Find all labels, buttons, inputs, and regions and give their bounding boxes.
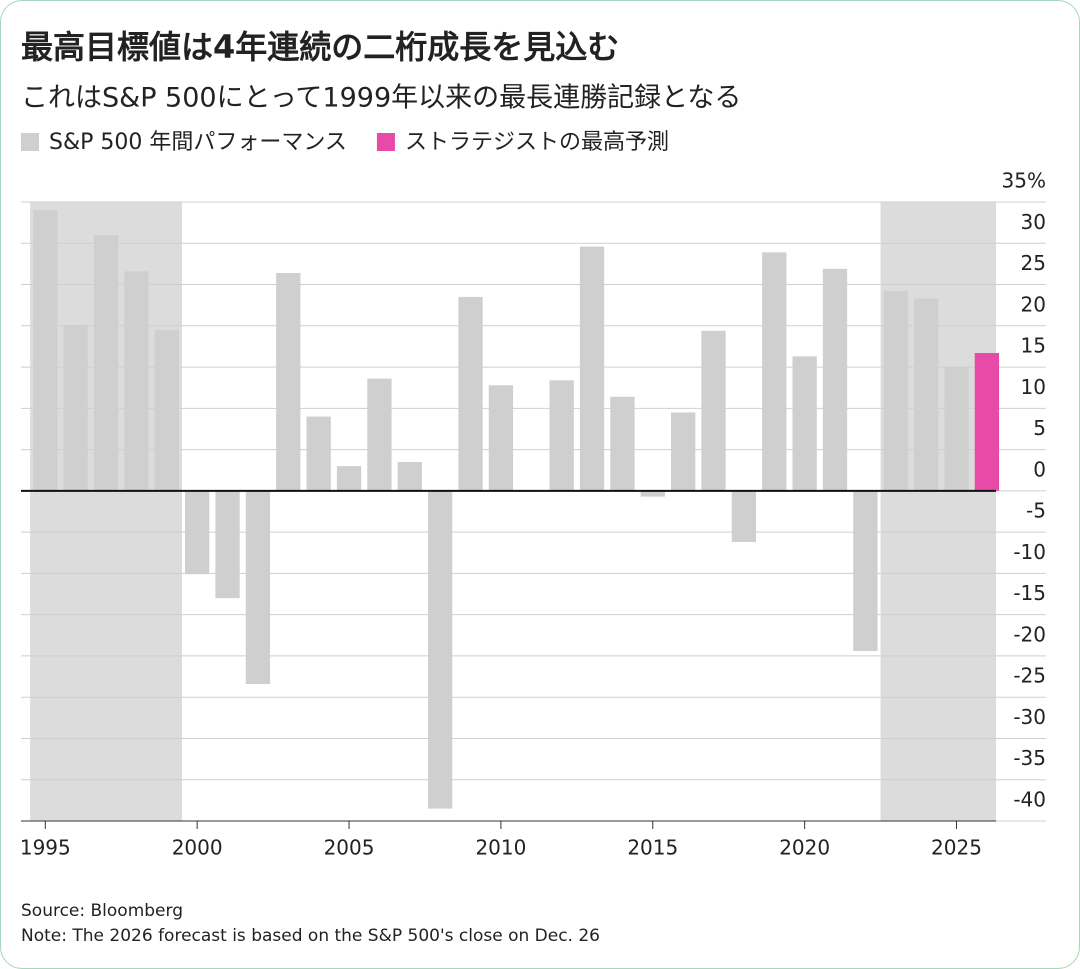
bar xyxy=(671,412,696,491)
legend-swatch xyxy=(21,133,39,151)
y-tick-label: -20 xyxy=(1013,622,1046,646)
bar xyxy=(944,367,969,491)
bar xyxy=(792,356,817,491)
bar xyxy=(701,330,726,491)
bar xyxy=(428,490,453,809)
bar xyxy=(397,461,422,491)
y-tick-label: 25 xyxy=(1021,251,1046,275)
bar xyxy=(579,246,605,491)
bar xyxy=(336,466,362,491)
y-tick-label: 20 xyxy=(1021,292,1046,316)
bar xyxy=(822,268,848,491)
bar xyxy=(762,252,787,491)
source: Source: Bloomberg xyxy=(21,901,183,921)
note: Note: The 2026 forecast is based on the … xyxy=(21,926,600,946)
bar xyxy=(33,210,58,491)
legend-swatch xyxy=(376,133,395,151)
bar xyxy=(367,378,392,491)
chart-subtitle: これはS&P 500にとって1999年以来の最長連勝記録となる xyxy=(21,83,741,114)
bar xyxy=(276,272,301,491)
chart-title: 最高目標値は4年連続の二桁成長を見込む xyxy=(21,28,619,66)
y-tick-label: -30 xyxy=(1013,705,1046,729)
y-tick-label: -15 xyxy=(1013,581,1046,605)
bar xyxy=(640,490,665,497)
y-tick-label: 10 xyxy=(1021,375,1046,399)
bar xyxy=(124,271,149,491)
bar xyxy=(883,291,908,491)
bar xyxy=(731,490,757,543)
y-tick-label: 35% xyxy=(1002,169,1046,193)
bar xyxy=(458,296,483,491)
bar xyxy=(185,490,210,575)
x-tick-label: 2005 xyxy=(324,836,375,860)
bar xyxy=(853,490,878,651)
bar xyxy=(93,235,119,491)
y-tick-label: -10 xyxy=(1013,540,1046,564)
bar xyxy=(549,380,574,491)
bar xyxy=(306,416,331,491)
y-tick-label: 30 xyxy=(1021,210,1046,234)
x-tick-label: 2010 xyxy=(475,836,526,860)
bar xyxy=(245,490,271,684)
bar xyxy=(974,353,1000,491)
y-tick-label: -5 xyxy=(1026,499,1046,523)
x-tick-label: 2015 xyxy=(627,836,678,860)
legend-label: ストラテジストの最高予測 xyxy=(405,130,669,155)
y-tick-label: 0 xyxy=(1033,457,1046,481)
bar xyxy=(488,385,514,491)
y-tick-label: -25 xyxy=(1013,664,1046,688)
y-tick-label: 15 xyxy=(1021,334,1046,358)
x-tick-label: 2020 xyxy=(779,836,830,860)
x-tick-label: 1995 xyxy=(20,836,71,860)
bar xyxy=(913,298,939,491)
y-tick-label: -35 xyxy=(1013,746,1046,770)
bar xyxy=(610,396,635,491)
bar xyxy=(154,329,179,491)
y-tick-label: -40 xyxy=(1013,788,1046,812)
y-tick-label: 5 xyxy=(1033,416,1046,440)
bar xyxy=(63,324,88,491)
x-tick-label: 2025 xyxy=(931,836,982,860)
bar xyxy=(215,490,240,599)
x-tick-label: 2000 xyxy=(172,836,223,860)
legend-label: S&P 500 年間パフォーマンス xyxy=(49,130,347,155)
